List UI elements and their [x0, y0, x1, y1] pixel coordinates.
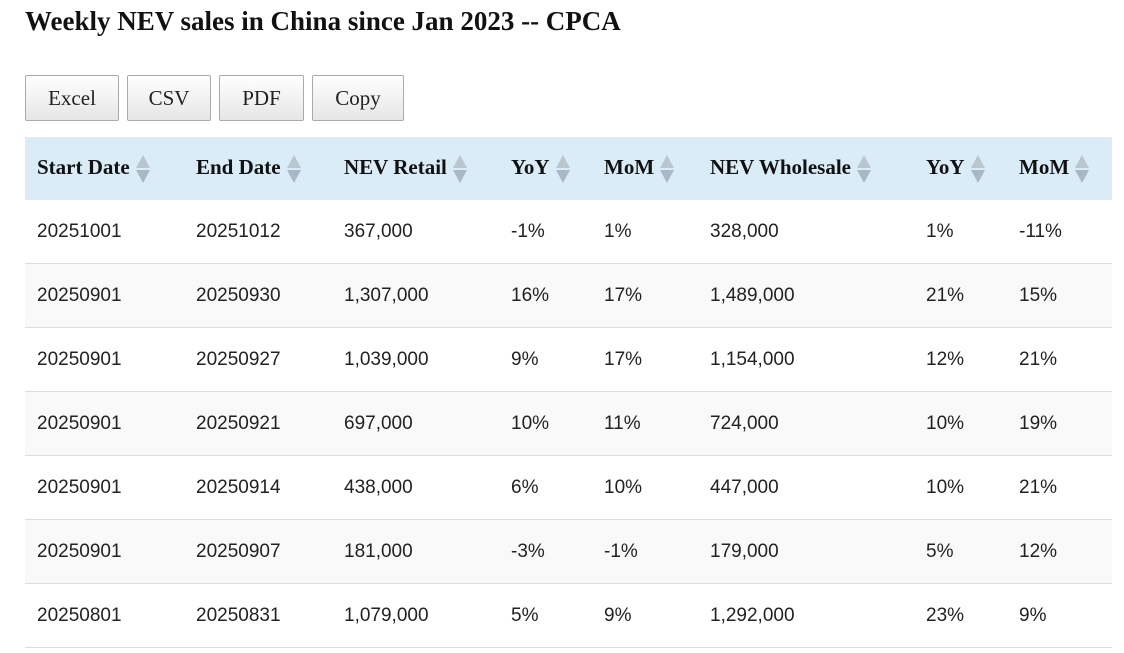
sort-icon[interactable] — [970, 153, 985, 185]
cell-nev-retail: 1,079,000 — [332, 583, 499, 648]
cell-wholesale-yoy: 1% — [914, 200, 1007, 264]
sort-icon[interactable] — [452, 153, 467, 185]
cell-retail-mom: 9% — [592, 583, 698, 648]
sales-table: Start Date End Date NEV Retail YoY MoM NEV Wh… — [25, 137, 1112, 648]
table-row: 20250901 20250907 181,000 -3% -1% 179,000 5% 12… — [25, 519, 1112, 584]
sort-icon[interactable] — [660, 153, 675, 185]
cell-retail-mom: 11% — [592, 391, 698, 456]
column-header-retail-yoy[interactable]: YoY — [499, 137, 592, 200]
column-header-retail-mom[interactable]: MoM — [592, 137, 698, 200]
cell-nev-wholesale: 179,000 — [698, 519, 914, 584]
cell-wholesale-mom: 15% — [1007, 263, 1112, 328]
column-header-end-date[interactable]: End Date — [184, 137, 332, 200]
cell-nev-retail: 367,000 — [332, 200, 499, 264]
cell-nev-retail: 438,000 — [332, 455, 499, 520]
sort-icon[interactable] — [135, 153, 150, 185]
cell-retail-yoy: 16% — [499, 263, 592, 328]
column-label: MoM — [604, 154, 655, 179]
table-row: 20250901 20250914 438,000 6% 10% 447,000 10% 21… — [25, 455, 1112, 520]
cell-start-date: 20250901 — [25, 327, 184, 392]
cell-start-date: 20251001 — [25, 200, 184, 264]
export-buttons: Excel CSV PDF Copy — [25, 75, 404, 121]
cell-end-date: 20250930 — [184, 263, 332, 328]
excel-button[interactable]: Excel — [25, 75, 119, 121]
cell-end-date: 20250927 — [184, 327, 332, 392]
table-row: 20250901 20250921 697,000 10% 11% 724,000 10% 1… — [25, 391, 1112, 456]
column-header-wholesale-yoy[interactable]: YoY — [914, 137, 1007, 200]
sort-icon[interactable] — [1075, 153, 1090, 185]
table-row: 20251001 20251012 367,000 -1% 1% 328,000 1% -11… — [25, 200, 1112, 264]
cell-retail-yoy: 5% — [499, 583, 592, 648]
cell-nev-wholesale: 724,000 — [698, 391, 914, 456]
column-label: YoY — [511, 154, 550, 179]
cell-wholesale-mom: 12% — [1007, 519, 1112, 584]
column-header-start-date[interactable]: Start Date — [25, 137, 184, 200]
column-label: YoY — [926, 154, 965, 179]
table-row: 20250801 20250831 1,079,000 5% 9% 1,292,000 23… — [25, 583, 1112, 648]
cell-nev-retail: 697,000 — [332, 391, 499, 456]
cell-nev-retail: 1,307,000 — [332, 263, 499, 328]
pdf-button[interactable]: PDF — [219, 75, 304, 121]
column-header-nev-retail[interactable]: NEV Retail — [332, 137, 499, 200]
column-label: NEV Retail — [344, 154, 447, 179]
cell-end-date: 20250921 — [184, 391, 332, 456]
cell-nev-retail: 181,000 — [332, 519, 499, 584]
cell-end-date: 20250914 — [184, 455, 332, 520]
cell-start-date: 20250901 — [25, 519, 184, 584]
cell-wholesale-yoy: 10% — [914, 391, 1007, 456]
cell-end-date: 20250831 — [184, 583, 332, 648]
cell-start-date: 20250901 — [25, 391, 184, 456]
cell-wholesale-mom: 9% — [1007, 583, 1112, 648]
cell-start-date: 20250801 — [25, 583, 184, 648]
cell-wholesale-mom: 21% — [1007, 327, 1112, 392]
csv-button[interactable]: CSV — [127, 75, 211, 121]
cell-retail-yoy: 9% — [499, 327, 592, 392]
cell-retail-yoy: 10% — [499, 391, 592, 456]
cell-nev-retail: 1,039,000 — [332, 327, 499, 392]
cell-nev-wholesale: 447,000 — [698, 455, 914, 520]
cell-wholesale-mom: 21% — [1007, 455, 1112, 520]
copy-button[interactable]: Copy — [312, 75, 404, 121]
cell-retail-mom: -1% — [592, 519, 698, 584]
column-label: Start Date — [37, 154, 130, 179]
cell-wholesale-mom: 19% — [1007, 391, 1112, 456]
cell-retail-mom: 1% — [592, 200, 698, 264]
cell-nev-wholesale: 1,154,000 — [698, 327, 914, 392]
sort-icon[interactable] — [857, 153, 871, 185]
cell-retail-yoy: 6% — [499, 455, 592, 520]
column-header-wholesale-mom[interactable]: MoM — [1007, 137, 1112, 200]
table-row: 20250901 20250927 1,039,000 9% 17% 1,154,000 1… — [25, 327, 1112, 392]
column-label: MoM — [1019, 154, 1070, 179]
cell-retail-yoy: -3% — [499, 519, 592, 584]
cell-wholesale-yoy: 21% — [914, 263, 1007, 328]
cell-wholesale-yoy: 10% — [914, 455, 1007, 520]
cell-end-date: 20250907 — [184, 519, 332, 584]
cell-wholesale-mom: -11% — [1007, 200, 1112, 264]
table-row: 20250901 20250930 1,307,000 16% 17% 1,489,000… — [25, 263, 1112, 328]
cell-retail-yoy: -1% — [499, 200, 592, 264]
cell-wholesale-yoy: 5% — [914, 519, 1007, 584]
cell-nev-wholesale: 328,000 — [698, 200, 914, 264]
cell-retail-mom: 10% — [592, 455, 698, 520]
cell-start-date: 20250901 — [25, 263, 184, 328]
sort-icon[interactable] — [286, 153, 301, 185]
cell-wholesale-yoy: 23% — [914, 583, 1007, 648]
cell-start-date: 20250901 — [25, 455, 184, 520]
cell-nev-wholesale: 1,489,000 — [698, 263, 914, 328]
column-label: End Date — [196, 154, 281, 179]
sort-icon[interactable] — [555, 153, 570, 185]
page-title: Weekly NEV sales in China since Jan 2023… — [25, 6, 621, 36]
column-label: NEV Wholesale — [710, 154, 851, 179]
cell-nev-wholesale: 1,292,000 — [698, 583, 914, 648]
cell-end-date: 20251012 — [184, 200, 332, 264]
cell-wholesale-yoy: 12% — [914, 327, 1007, 392]
cell-retail-mom: 17% — [592, 327, 698, 392]
column-header-nev-wholesale[interactable]: NEV Wholesale — [698, 137, 914, 200]
cell-retail-mom: 17% — [592, 263, 698, 328]
